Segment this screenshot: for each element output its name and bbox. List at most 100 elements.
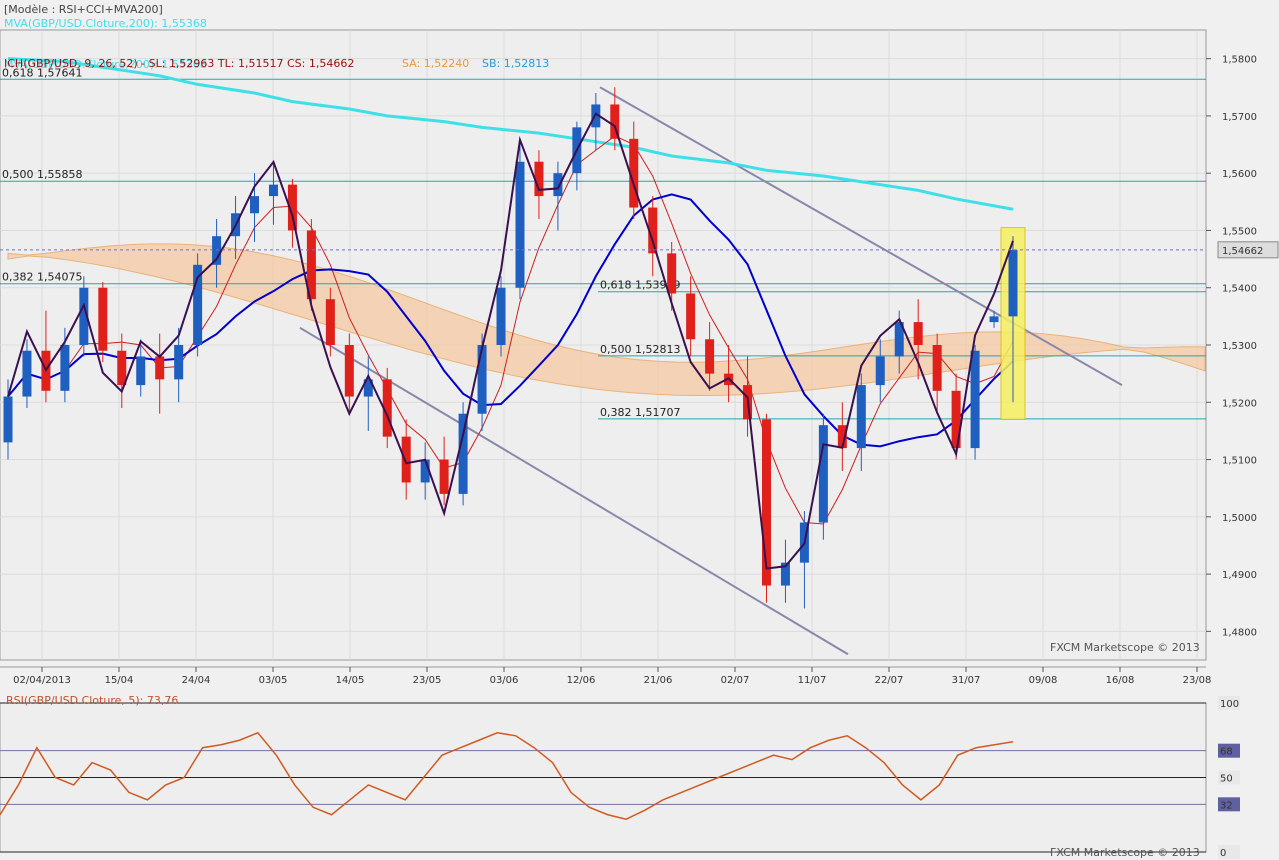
candle-body <box>193 264 203 345</box>
x-tick-label: 23/05 <box>413 675 442 686</box>
y-tick-label: 1,5500 <box>1222 226 1257 237</box>
candle-body <box>136 356 146 386</box>
x-tick-label: 03/06 <box>490 675 519 686</box>
candle-body <box>818 425 828 523</box>
candle-body <box>705 339 715 374</box>
rsi-tick-box <box>1218 845 1240 859</box>
candle-body <box>591 104 601 128</box>
candle-body <box>610 104 620 139</box>
candle-body <box>1008 249 1018 317</box>
rsi-tick-box <box>1218 770 1240 785</box>
price-tag <box>1217 241 1279 259</box>
x-tick-label: 15/04 <box>105 675 134 686</box>
price-tag-label: 1,54662 <box>1222 246 1263 257</box>
candle-body <box>98 287 108 351</box>
candle-body <box>761 419 771 586</box>
y-tick-label: 1,5700 <box>1222 112 1257 123</box>
x-tick-label: 11/07 <box>798 675 827 686</box>
watermark-top: FXCM Marketscope © 2013 <box>1050 641 1200 654</box>
rsi-legend: RSI(GBP/USD.Cloture, 5): 73,76 <box>6 694 178 707</box>
candle-body <box>629 138 639 208</box>
fib-label: 0,500 1,55858 <box>2 168 82 181</box>
candle-body <box>667 253 677 294</box>
candle-body <box>212 236 222 265</box>
candle-body <box>932 345 942 391</box>
candle-body <box>250 196 260 214</box>
x-tick-label: 03/05 <box>259 675 288 686</box>
candle-body <box>344 345 354 397</box>
legend-texts: [Modèle : RSI+CCI+MVA200] MVA(GBP/USD.Cl… <box>4 3 1200 859</box>
y-tick-label: 1,4900 <box>1222 570 1257 581</box>
candle-body <box>856 385 866 449</box>
candle-body <box>155 356 165 380</box>
rsi-tick-box <box>1218 743 1240 758</box>
candle-body <box>686 293 696 340</box>
rsi-tick-box <box>1218 696 1240 710</box>
rsi-line <box>0 731 1014 821</box>
candle-body <box>79 287 89 345</box>
x-tick-label: 12/06 <box>567 675 596 686</box>
candle-body <box>515 161 525 288</box>
candle-body <box>458 413 468 494</box>
candle-body <box>780 562 790 586</box>
ichimoku-legend: ICH(GBP/USD, 9, 26, 52) - SL: 1,52963 TL… <box>4 57 354 70</box>
candle-body <box>117 350 127 386</box>
candle-body <box>477 345 487 414</box>
candle-body <box>913 322 923 345</box>
fib-label: 0,382 1,51707 <box>600 406 680 419</box>
candle-body <box>363 379 373 397</box>
sb-legend: SB: 1,52813 <box>482 57 549 70</box>
x-tick-label: 09/08 <box>1029 675 1058 686</box>
x-tick-label: 23/08 <box>1183 675 1212 686</box>
mva-legend-2: MVA(GBP/USD.Cloture,200): 1,55368 <box>4 58 207 71</box>
x-tick-label: 31/07 <box>952 675 981 686</box>
trend-line-upper <box>599 86 1123 386</box>
mva-line <box>7 57 1014 211</box>
y-tick-label: 1,5800 <box>1222 55 1257 66</box>
rsi-tick-box <box>1218 797 1240 812</box>
candle-body <box>60 345 70 391</box>
candle-body <box>287 184 297 231</box>
x-tick-label: 16/08 <box>1106 675 1135 686</box>
candle-body <box>174 345 184 380</box>
y-tick-label: 1,4800 <box>1222 627 1257 638</box>
candle-body <box>837 425 847 449</box>
candle-body <box>439 459 449 494</box>
x-tick-label: 14/05 <box>336 675 365 686</box>
candle-body <box>401 436 411 483</box>
candle-body <box>951 390 961 449</box>
y-tick-label: 1,5300 <box>1222 341 1257 352</box>
candle-body <box>268 184 278 197</box>
mva-legend: MVA(GBP/USD.Cloture,200): 1,55368 <box>4 17 207 30</box>
candle-body <box>420 459 430 483</box>
y-tick-label: 1,5400 <box>1222 284 1257 295</box>
candle-body <box>553 173 563 197</box>
candle-body <box>22 350 32 397</box>
candle-body <box>989 316 999 323</box>
candle-body <box>648 207 658 254</box>
rsi-tick-label: 100 <box>1220 699 1239 710</box>
candle-body <box>970 350 980 449</box>
fib-label: 0,500 1,52813 <box>600 343 680 356</box>
rsi-tick-label: 50 <box>1220 774 1233 785</box>
x-tick-label: 22/07 <box>875 675 904 686</box>
fib-label: 0,382 1,54075 <box>2 271 82 284</box>
sa-legend: SA: 1,52240 <box>402 57 469 70</box>
y-tick-label: 1,5200 <box>1222 398 1257 409</box>
y-tick-label: 1,5000 <box>1222 513 1257 524</box>
chikou-line <box>7 112 1014 570</box>
time-axis: 02/04/2013 15/04 24/04 03/05 14/05 23/05 03/06… <box>0 666 1212 686</box>
candle-body <box>894 322 904 357</box>
x-tick-label: 21/06 <box>644 675 673 686</box>
candle-body <box>3 396 13 443</box>
fib-label: 0,618 1,57641 <box>2 66 82 79</box>
x-tick-label: 02/07 <box>721 675 750 686</box>
rsi-panel: 100 68 50 32 0 <box>0 696 1240 859</box>
y-tick-label: 1,5100 <box>1222 456 1257 467</box>
y-tick-label: 1,5600 <box>1222 169 1257 180</box>
candle-body <box>496 287 506 345</box>
watermark-bottom: FXCM Marketscope © 2013 <box>1050 846 1200 859</box>
model-label: [Modèle : RSI+CCI+MVA200] <box>4 3 163 16</box>
rsi-tick-label: 32 <box>1220 800 1233 811</box>
